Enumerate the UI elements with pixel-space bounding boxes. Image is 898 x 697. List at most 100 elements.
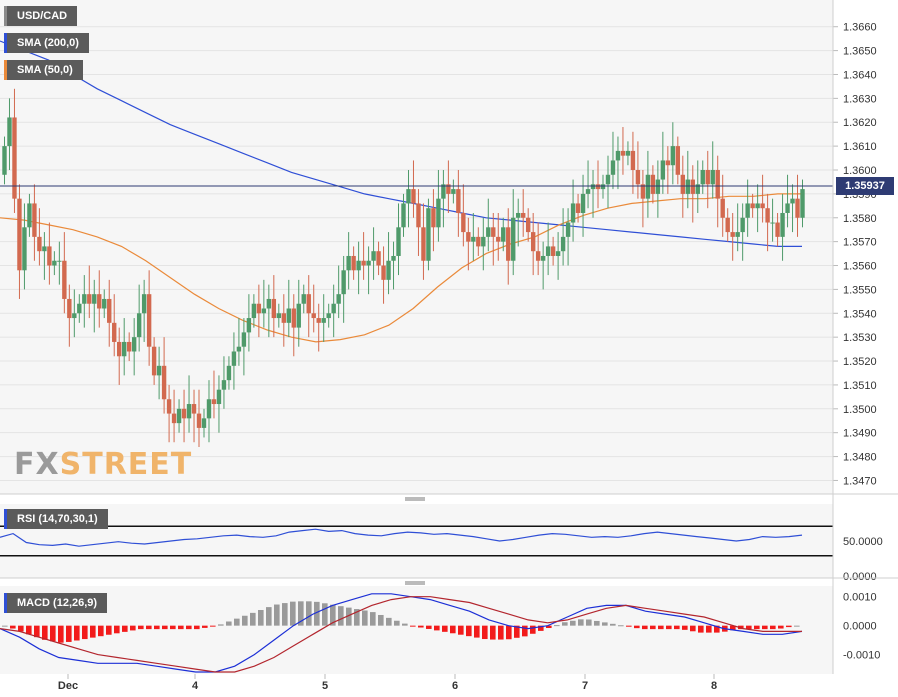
candle-body bbox=[7, 117, 12, 147]
macd-histogram-bar bbox=[106, 625, 112, 635]
sma-200-line bbox=[0, 40, 802, 247]
candle-body bbox=[121, 341, 127, 357]
candle-body bbox=[665, 160, 671, 166]
macd-histogram-bar bbox=[770, 625, 776, 630]
macd-histogram-bar bbox=[706, 625, 712, 633]
candle-body bbox=[720, 198, 725, 218]
candle-body bbox=[750, 203, 755, 209]
candle-body bbox=[112, 322, 117, 342]
macd-tick-label: -0.0010 bbox=[843, 650, 880, 662]
candle-body bbox=[550, 246, 556, 256]
macd-histogram-bar bbox=[586, 619, 592, 626]
candle-body bbox=[555, 251, 561, 256]
candle-body bbox=[725, 217, 730, 233]
candle-body bbox=[107, 298, 112, 323]
candle-body bbox=[136, 313, 142, 338]
candle-body bbox=[191, 404, 197, 414]
price-axis: 1.3660 1.3650 1.3640 1.3630 1.3620 1.3610 1.36… bbox=[833, 22, 877, 487]
macd-histogram-bar bbox=[346, 607, 352, 626]
macd-histogram-bar bbox=[362, 610, 368, 626]
macd-histogram-bar bbox=[194, 625, 200, 630]
price-tick-label: 1.3570 bbox=[843, 237, 877, 249]
candle-body bbox=[530, 232, 536, 252]
candle-body bbox=[22, 227, 27, 271]
candle-body bbox=[800, 189, 805, 218]
candle-body bbox=[545, 246, 551, 256]
candle-body bbox=[446, 184, 451, 194]
candle-body bbox=[281, 313, 286, 323]
macd-histogram-bar bbox=[234, 618, 240, 626]
candle-body bbox=[271, 298, 277, 319]
candle-body bbox=[17, 198, 22, 271]
candle-body bbox=[161, 365, 167, 400]
candle-body bbox=[77, 303, 82, 314]
candle-body bbox=[251, 303, 257, 319]
macd-histogram-bar bbox=[578, 619, 584, 626]
panel-resize-handle-1[interactable] bbox=[405, 497, 425, 501]
candle-body bbox=[416, 203, 421, 228]
macd-histogram-bar bbox=[402, 623, 408, 626]
candle-body bbox=[381, 265, 386, 280]
candle-body bbox=[570, 203, 576, 223]
macd-histogram-bar bbox=[530, 625, 536, 634]
legend-sma-50[interactable]: SMA (50,0) bbox=[4, 60, 83, 80]
candle-body bbox=[610, 160, 616, 175]
macd-histogram-bar bbox=[282, 603, 288, 626]
macd-histogram-bar bbox=[626, 625, 632, 627]
candle-body bbox=[735, 232, 740, 237]
candle-body bbox=[466, 232, 471, 242]
macd-histogram-bar bbox=[450, 625, 456, 634]
candle-body bbox=[156, 365, 162, 376]
macd-histogram-bar bbox=[74, 625, 80, 641]
macd-histogram-bar bbox=[594, 620, 600, 626]
price-tick-label: 1.3630 bbox=[843, 93, 877, 105]
candle-body bbox=[615, 150, 621, 161]
candle-body bbox=[496, 236, 501, 242]
macd-histogram-bar bbox=[754, 625, 760, 630]
rsi-panel: 50.0000 0.0000 bbox=[0, 525, 883, 583]
legend-sma-200[interactable]: SMA (200,0) bbox=[4, 33, 89, 53]
candle-body bbox=[296, 303, 301, 328]
candle-body bbox=[406, 189, 411, 204]
panel-resize-handle-2[interactable] bbox=[405, 581, 425, 585]
price-tick-label: 1.3640 bbox=[843, 69, 877, 81]
legend-rsi[interactable]: RSI (14,70,30,1) bbox=[4, 509, 108, 529]
candle-body bbox=[675, 146, 681, 175]
macd-histogram-bar bbox=[266, 607, 272, 626]
macd-histogram-bar bbox=[154, 625, 160, 630]
candle-body bbox=[770, 222, 775, 224]
macd-histogram-bar bbox=[42, 625, 48, 640]
candle-body bbox=[52, 260, 57, 266]
macd-histogram-bar bbox=[58, 625, 64, 643]
time-tick-label: 8 bbox=[711, 680, 717, 692]
price-tick-label: 1.3650 bbox=[843, 46, 877, 58]
macd-histogram-bar bbox=[90, 625, 96, 638]
candle-body bbox=[695, 184, 700, 194]
macd-histogram-bar bbox=[2, 625, 8, 627]
macd-histogram-bar bbox=[138, 625, 144, 630]
candle-body bbox=[525, 217, 531, 233]
macd-histogram-bar bbox=[458, 625, 464, 635]
macd-histogram-bar bbox=[658, 625, 664, 630]
macd-histogram-bar bbox=[546, 625, 552, 629]
macd-histogram-bar bbox=[242, 615, 248, 626]
macd-histogram-bar bbox=[250, 612, 256, 626]
candle-body bbox=[486, 227, 491, 237]
legend-macd[interactable]: MACD (12,26,9) bbox=[4, 593, 108, 613]
candle-body bbox=[765, 208, 770, 223]
candle-body bbox=[640, 184, 646, 199]
macd-histogram-bar bbox=[218, 624, 224, 626]
candle-body bbox=[491, 227, 496, 237]
legend-pair[interactable]: USD/CAD bbox=[4, 6, 78, 26]
candle-body bbox=[401, 203, 406, 228]
candle-body bbox=[565, 222, 571, 237]
candle-body bbox=[511, 217, 516, 261]
macd-histogram-bar bbox=[474, 625, 480, 638]
candle-body bbox=[141, 294, 147, 314]
candle-body bbox=[196, 413, 202, 428]
candle-body bbox=[131, 337, 137, 352]
macd-histogram-bar bbox=[554, 625, 560, 627]
candle-body bbox=[42, 246, 47, 252]
candle-body bbox=[256, 303, 262, 314]
